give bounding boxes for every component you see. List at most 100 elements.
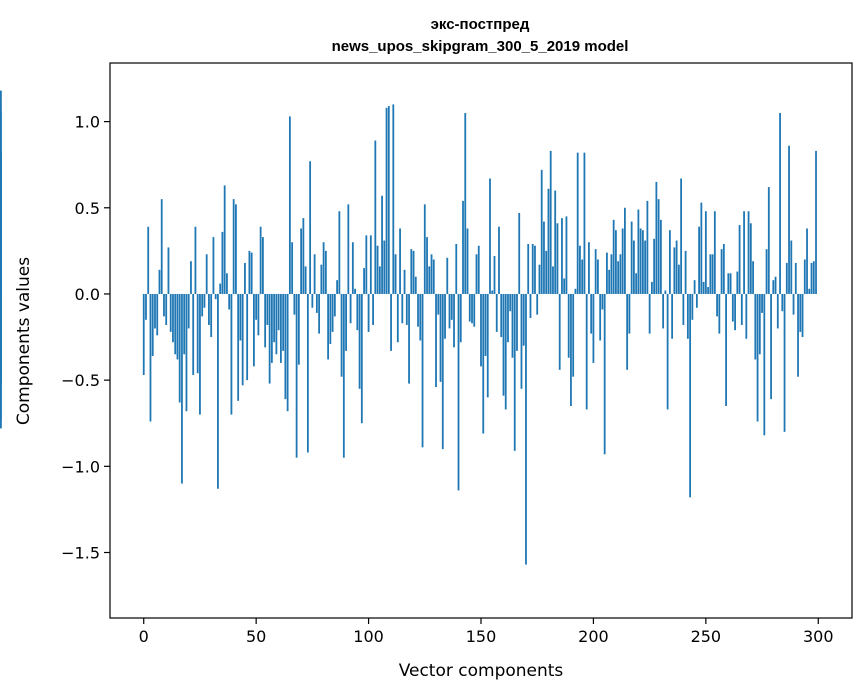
bar <box>149 293 152 422</box>
bar <box>743 211 745 294</box>
bar <box>644 240 647 294</box>
bar <box>630 221 633 294</box>
bar <box>381 195 383 294</box>
y-axis: −1.5 −1.0 −0.5 0.0 0.5 1.0 <box>61 113 110 563</box>
bar <box>324 250 327 294</box>
bar <box>502 293 505 396</box>
bar <box>498 226 500 294</box>
bar <box>347 204 350 294</box>
bar <box>156 293 159 336</box>
bar <box>549 150 552 294</box>
bar <box>244 262 246 294</box>
x-axis-label: Vector components <box>399 661 564 681</box>
bar <box>327 293 329 360</box>
bar <box>711 254 714 294</box>
bar <box>363 268 365 294</box>
bar <box>574 288 577 294</box>
bar <box>302 218 305 294</box>
bar <box>145 293 147 320</box>
bar <box>808 288 811 294</box>
x-tick-label: 150 <box>466 627 497 646</box>
bar <box>405 293 408 325</box>
bar <box>752 261 754 294</box>
bar <box>376 245 379 294</box>
bar <box>471 293 473 324</box>
x-tick-label: 250 <box>691 627 722 646</box>
bar <box>646 200 649 294</box>
bar <box>468 293 471 322</box>
bar <box>657 199 660 294</box>
y-tick-label: −0.5 <box>61 371 100 390</box>
bar <box>340 293 343 377</box>
bar <box>677 264 680 294</box>
bar <box>603 293 606 455</box>
bar <box>612 219 615 294</box>
bar <box>635 273 638 294</box>
bar <box>217 293 219 489</box>
bar <box>624 207 626 294</box>
bar <box>599 293 602 341</box>
bar <box>151 293 154 357</box>
bar <box>543 221 545 294</box>
bar <box>527 243 530 294</box>
bar <box>707 287 709 294</box>
bar <box>608 269 611 294</box>
bar <box>282 293 285 351</box>
bar <box>462 200 464 294</box>
y-tick-label: −1.5 <box>61 544 100 563</box>
bar <box>810 262 813 294</box>
bar <box>801 293 804 338</box>
bar <box>306 293 309 453</box>
bar <box>241 293 244 386</box>
bar <box>421 293 424 448</box>
bar <box>221 231 224 294</box>
bar <box>270 293 273 363</box>
bar <box>668 230 671 294</box>
x-axis: 0 50 100 150 200 250 300 <box>139 618 834 646</box>
chart-title: экс-постпред <box>431 16 530 33</box>
x-tick-label: 50 <box>246 627 266 646</box>
bar <box>695 293 698 308</box>
bar <box>232 199 235 294</box>
bar <box>722 243 725 294</box>
bar <box>734 293 736 331</box>
bar <box>653 238 656 294</box>
x-tick-label: 0 <box>139 627 149 646</box>
bar <box>581 259 584 294</box>
bar <box>772 280 775 294</box>
bar <box>534 245 536 294</box>
bar <box>428 266 431 294</box>
bar <box>392 104 395 294</box>
bar <box>590 293 593 334</box>
bar <box>183 293 186 355</box>
bar <box>273 293 276 343</box>
bar <box>0 293 2 420</box>
bar <box>354 288 356 294</box>
bar <box>504 293 507 410</box>
bar <box>628 293 631 334</box>
bar <box>351 242 354 294</box>
bar <box>765 249 768 294</box>
bar <box>648 293 651 334</box>
bar <box>378 266 381 294</box>
bar <box>172 293 174 343</box>
bar <box>563 278 566 294</box>
bar <box>513 293 516 451</box>
bar <box>713 211 716 294</box>
bar <box>547 188 550 294</box>
bar <box>529 293 532 319</box>
bar <box>432 259 435 294</box>
bar <box>194 226 197 294</box>
bar <box>342 293 345 458</box>
bar <box>403 269 406 294</box>
bar <box>396 293 399 343</box>
y-tick-label: 1.0 <box>75 113 100 132</box>
bar <box>446 257 449 294</box>
bar <box>716 293 718 317</box>
bar <box>360 293 363 424</box>
bar <box>190 261 192 294</box>
bar <box>158 269 161 294</box>
bar <box>520 293 523 389</box>
bar <box>208 293 210 325</box>
bar <box>725 293 727 406</box>
